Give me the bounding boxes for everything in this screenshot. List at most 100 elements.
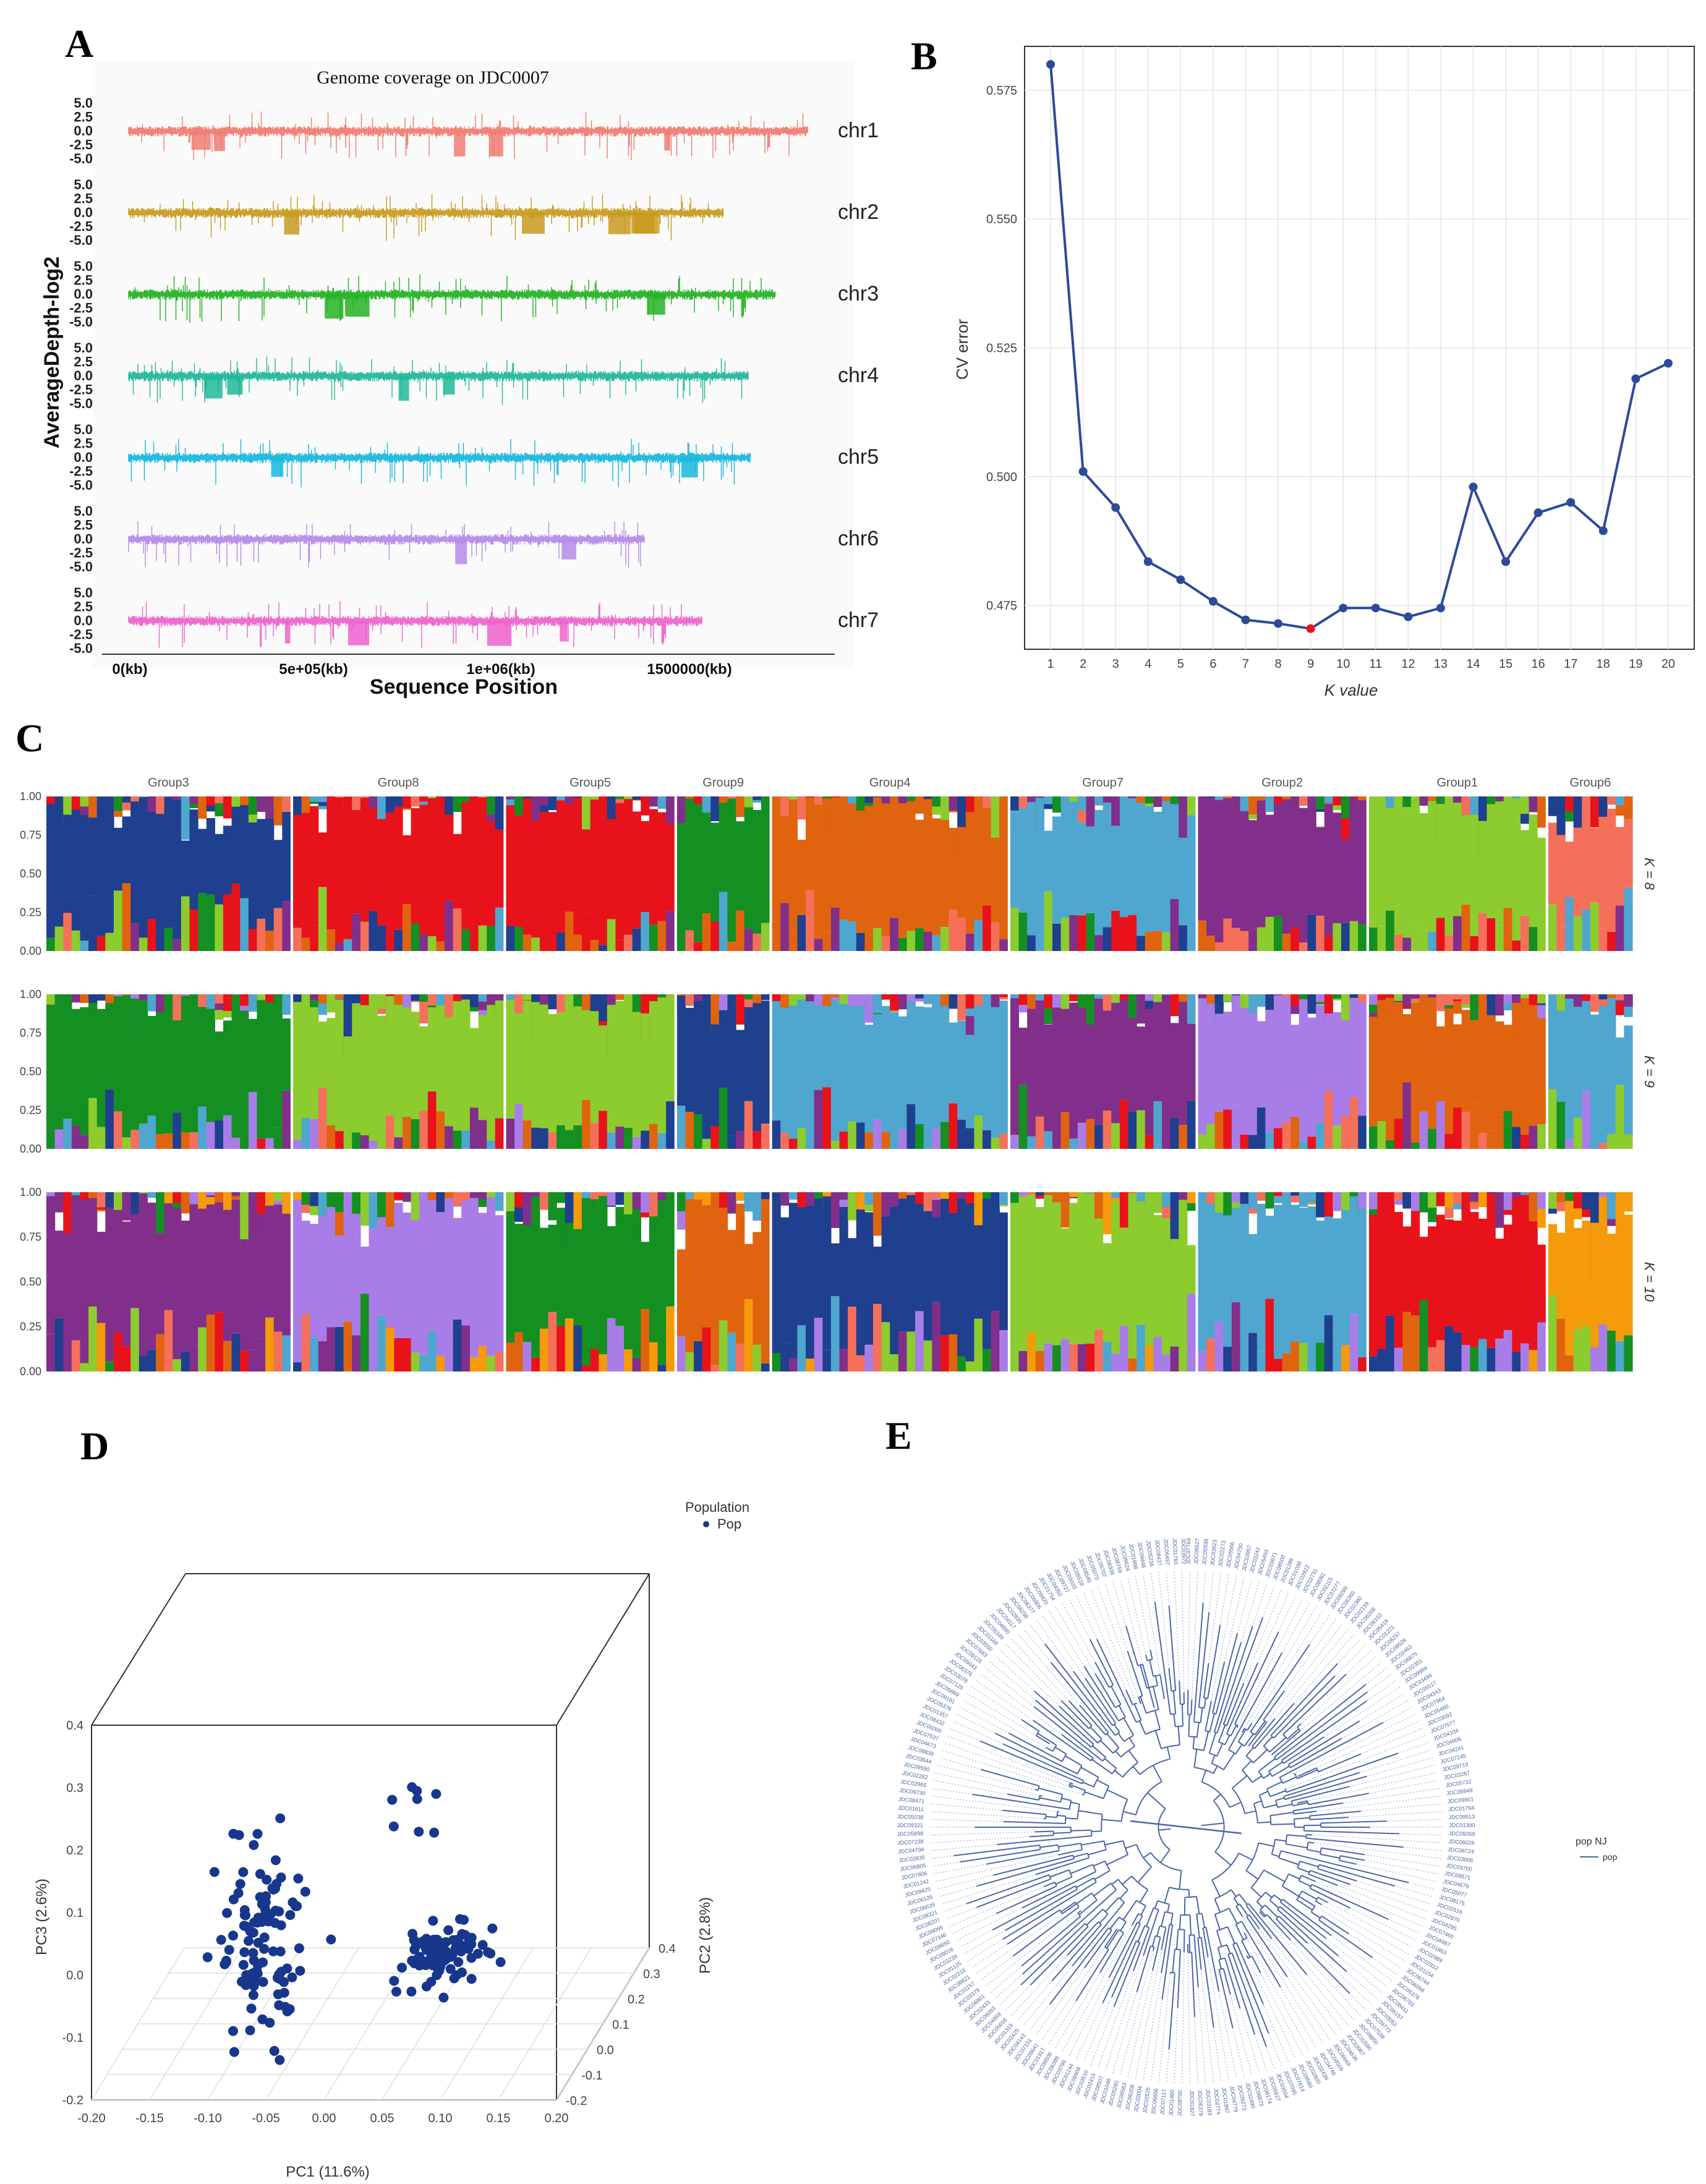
panel-c-segment (557, 1208, 566, 1326)
panel-c-segment (983, 1003, 992, 1130)
panel-c-segment (1103, 1243, 1112, 1342)
panel-b-xtick: 17 (1564, 657, 1577, 671)
panel-c-segment (1299, 808, 1308, 943)
panel-c-segment (710, 1365, 720, 1371)
panel-b-point (1598, 526, 1608, 535)
panel-c-segment (548, 1312, 557, 1371)
panel-c-segment (1316, 1122, 1325, 1149)
panel-c-segment (1394, 1347, 1403, 1371)
panel-d-ytick: 0.0 (597, 2044, 614, 2057)
panel-c-segment (1495, 1021, 1504, 1115)
panel-c-segment (1299, 999, 1308, 1141)
panel-c-segment (181, 896, 190, 951)
panel-c-segment (581, 1365, 591, 1371)
panel-b-xtick: 18 (1597, 657, 1610, 671)
panel-c-segment (1615, 1341, 1624, 1371)
panel-c-segment (753, 796, 762, 800)
panel-c-segment (539, 1192, 549, 1210)
panel-d-point (252, 1966, 262, 1976)
panel-c-segment (326, 1327, 336, 1371)
panel-c-segment (565, 1318, 574, 1371)
panel-c-segment (514, 1104, 524, 1149)
panel-c-segment (1282, 799, 1291, 934)
panel-a-ytick: -2.5 (69, 464, 93, 479)
panel-c-segment (839, 919, 848, 951)
panel-c-segment (1187, 796, 1196, 818)
panel-c-segment (147, 1192, 156, 1198)
panel-c-segment (343, 1036, 352, 1130)
panel-c-segment (1478, 1006, 1488, 1133)
panel-c-segment (130, 923, 140, 951)
panel-c-segment (1010, 907, 1020, 951)
panel-c-segment (1299, 1208, 1308, 1344)
panel-c-segment (1111, 796, 1120, 833)
panel-c-segment (1607, 796, 1616, 805)
panel-c-segment (965, 796, 975, 817)
panel-c-segment (1248, 796, 1258, 815)
panel-c-segment (531, 821, 540, 938)
panel-c-segment (147, 811, 156, 919)
panel-c-segment (360, 798, 370, 922)
panel-c-segment (685, 1112, 694, 1149)
panel-c-ytick: 1.00 (20, 1186, 41, 1198)
panel-c-segment (461, 929, 471, 951)
panel-e-tip-label: JDC06949 (1446, 1787, 1473, 1796)
panel-c-segment (1470, 936, 1479, 951)
panel-c-segment (856, 1005, 865, 1123)
panel-c-segment (940, 1006, 950, 1122)
panel-c-segment (273, 796, 283, 825)
panel-c-segment (1461, 904, 1470, 951)
panel-e-tip-connector (1383, 1706, 1413, 1723)
panel-c-segment (539, 1328, 549, 1371)
panel-d-point (293, 1874, 304, 1883)
panel-c-segment (1044, 1024, 1053, 1132)
panel-c-segment (139, 994, 148, 1001)
panel-c-segment (915, 1311, 924, 1371)
panel-c-segment (649, 809, 659, 925)
panel-c-segment (1582, 1091, 1591, 1149)
panel-c-segment (753, 934, 762, 951)
panel-c-segment (1478, 1133, 1488, 1149)
panel-c-row-k10: 0.000.250.500.751.00K = 10 (20, 1186, 1657, 1378)
panel-c-segment (301, 1314, 310, 1371)
panel-c-segment (872, 1192, 882, 1236)
panel-c-segment (548, 941, 557, 951)
panel-c-segment (318, 796, 328, 803)
panel-c-segment (641, 1192, 650, 1213)
panel-c-segment (753, 1232, 762, 1345)
panel-d-point (406, 1986, 417, 1997)
panel-c-segment (453, 908, 462, 951)
panel-c-segment (1565, 842, 1574, 897)
panel-c-segment (273, 1127, 283, 1149)
panel-c-group-separator (290, 1192, 293, 1371)
panel-c-segment (265, 930, 275, 951)
panel-a-xtick-3: 1500000(kb) (647, 661, 731, 678)
panel-c-segment (1402, 1082, 1412, 1149)
panel-c-segment (1410, 1211, 1420, 1316)
panel-c-segment (814, 1090, 823, 1149)
panel-c-segment (649, 924, 659, 951)
panel-c-segment (326, 1206, 336, 1328)
panel-c-segment (46, 1196, 56, 1334)
panel-c-segment (1436, 804, 1445, 918)
panel-a-dropout (271, 458, 284, 477)
panel-c-segment (693, 796, 703, 805)
panel-c-segment (1453, 994, 1462, 1000)
panel-d-point (449, 1973, 459, 1984)
panel-c-segment (890, 798, 899, 918)
panel-c-segment (206, 818, 215, 895)
panel-c-segment (1035, 1192, 1044, 1196)
panel-e-tip-connector (1268, 2033, 1282, 2066)
panel-d-point (262, 1874, 272, 1885)
panel-d-point (473, 1948, 483, 1959)
panel-c-segment (1537, 918, 1546, 951)
panel-c-segment (113, 1209, 123, 1333)
panel-a-ytick: 5.0 (74, 585, 93, 600)
panel-e-tip-label: JDC09730 (899, 1787, 926, 1796)
panel-c-segment (54, 818, 64, 927)
panel-c-segment (1077, 796, 1087, 811)
panel-c-segment (599, 945, 608, 951)
panel-c-segment (599, 1111, 608, 1149)
panel-c-segment (1145, 1135, 1154, 1149)
panel-c-segment (1478, 1339, 1488, 1371)
